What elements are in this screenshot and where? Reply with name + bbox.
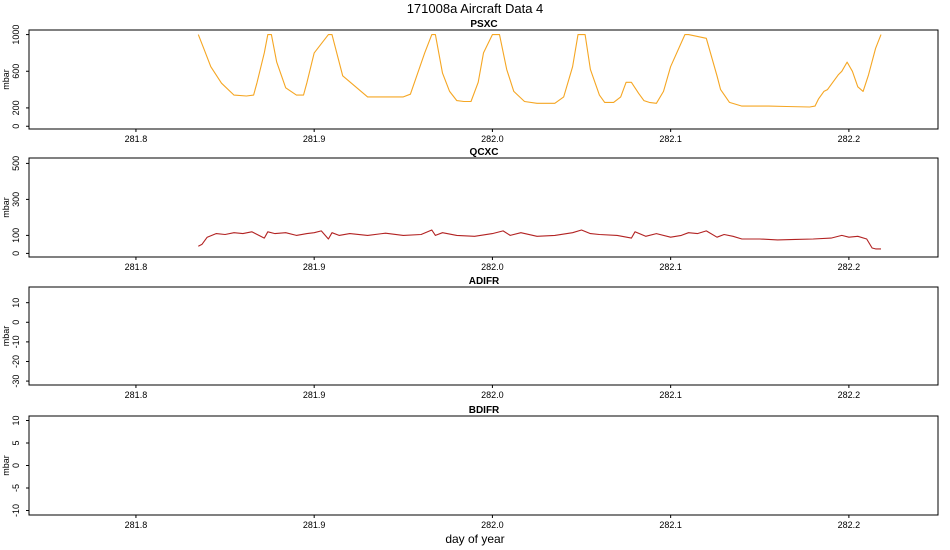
x-tick-label: 281.8: [125, 520, 148, 530]
y-tick-label: -30: [11, 375, 21, 388]
panel-title: ADIFR: [469, 276, 500, 287]
panel-bdifr: BDIFR mbar 281.8 281.9 282.0 282.1 282.2 -10 -5 0…: [1, 405, 939, 530]
x-tick-label: 282.1: [659, 390, 682, 400]
y-tick-label: 300: [11, 192, 21, 207]
y-tick-label: -20: [11, 355, 21, 368]
x-tick-label: 282.2: [838, 262, 861, 272]
plot-frame: [28, 29, 939, 130]
y-axis-label: mbar: [1, 326, 11, 347]
y-tick-label: 200: [11, 100, 21, 115]
x-tick-label: 281.9: [303, 520, 326, 530]
y-tick-label: 1000: [11, 25, 21, 45]
y-tick-label: 600: [11, 64, 21, 79]
x-tick-label: 282.1: [659, 262, 682, 272]
panel-title: PSXC: [470, 19, 497, 30]
y-tick-label: 100: [11, 228, 21, 243]
y-tick-label: 5: [11, 440, 21, 445]
x-tick-label: 281.8: [125, 262, 148, 272]
x-axis-label: day of year: [445, 532, 504, 546]
x-tick-label: 282.0: [481, 134, 504, 144]
y-axis-label: mbar: [1, 69, 11, 90]
x-tick-label: 282.0: [481, 262, 504, 272]
x-tick-label: 281.9: [303, 390, 326, 400]
x-tick-label: 281.8: [125, 134, 148, 144]
y-tick-label: 0: [11, 251, 21, 256]
figure-title: 171008a Aircraft Data 4: [407, 1, 544, 16]
x-tick-label: 282.1: [659, 134, 682, 144]
y-tick-label: -10: [11, 504, 21, 517]
x-tick-label: 281.9: [303, 134, 326, 144]
panel-psxc: PSXC mbar 281.8 281.9 282.0 282.1 282.2 0 200 600…: [1, 19, 939, 144]
panel-adifr: ADIFR mbar 281.8 281.9 282.0 282.1 282.2 -30 -20…: [1, 276, 939, 400]
panels: PSXC mbar 281.8 281.9 282.0 282.1 282.2 0 200 600…: [1, 19, 939, 530]
y-tick-label: 10: [11, 415, 21, 425]
panel-qcxc: QCXC mbar 281.8 281.9 282.0 282.1 282.2 0 100 300…: [1, 147, 939, 272]
x-tick-label: 281.8: [125, 390, 148, 400]
y-axis-label: mbar: [1, 455, 11, 476]
x-tick-label: 282.2: [838, 520, 861, 530]
panel-title: QCXC: [470, 147, 499, 158]
x-tick-label: 281.9: [303, 262, 326, 272]
x-tick-label: 282.0: [481, 390, 504, 400]
y-tick-label: 500: [11, 156, 21, 171]
y-tick-label: 0: [11, 463, 21, 468]
panel-title: BDIFR: [469, 405, 500, 416]
y-axis-label: mbar: [1, 197, 11, 218]
plot-frame: [28, 286, 939, 386]
y-tick-label: -10: [11, 335, 21, 348]
series-line-qcxc: [198, 229, 881, 250]
x-tick-label: 282.2: [838, 390, 861, 400]
y-tick-label: 0: [11, 320, 21, 325]
y-tick-label: -5: [11, 484, 21, 492]
plot-frame: [28, 157, 939, 258]
y-tick-label: 0: [11, 124, 21, 129]
x-tick-label: 282.2: [838, 134, 861, 144]
y-tick-label: 10: [11, 298, 21, 308]
x-tick-label: 282.1: [659, 520, 682, 530]
plot-frame: [28, 415, 939, 516]
x-tick-label: 282.0: [481, 520, 504, 530]
series-line-psxc: [197, 34, 882, 108]
